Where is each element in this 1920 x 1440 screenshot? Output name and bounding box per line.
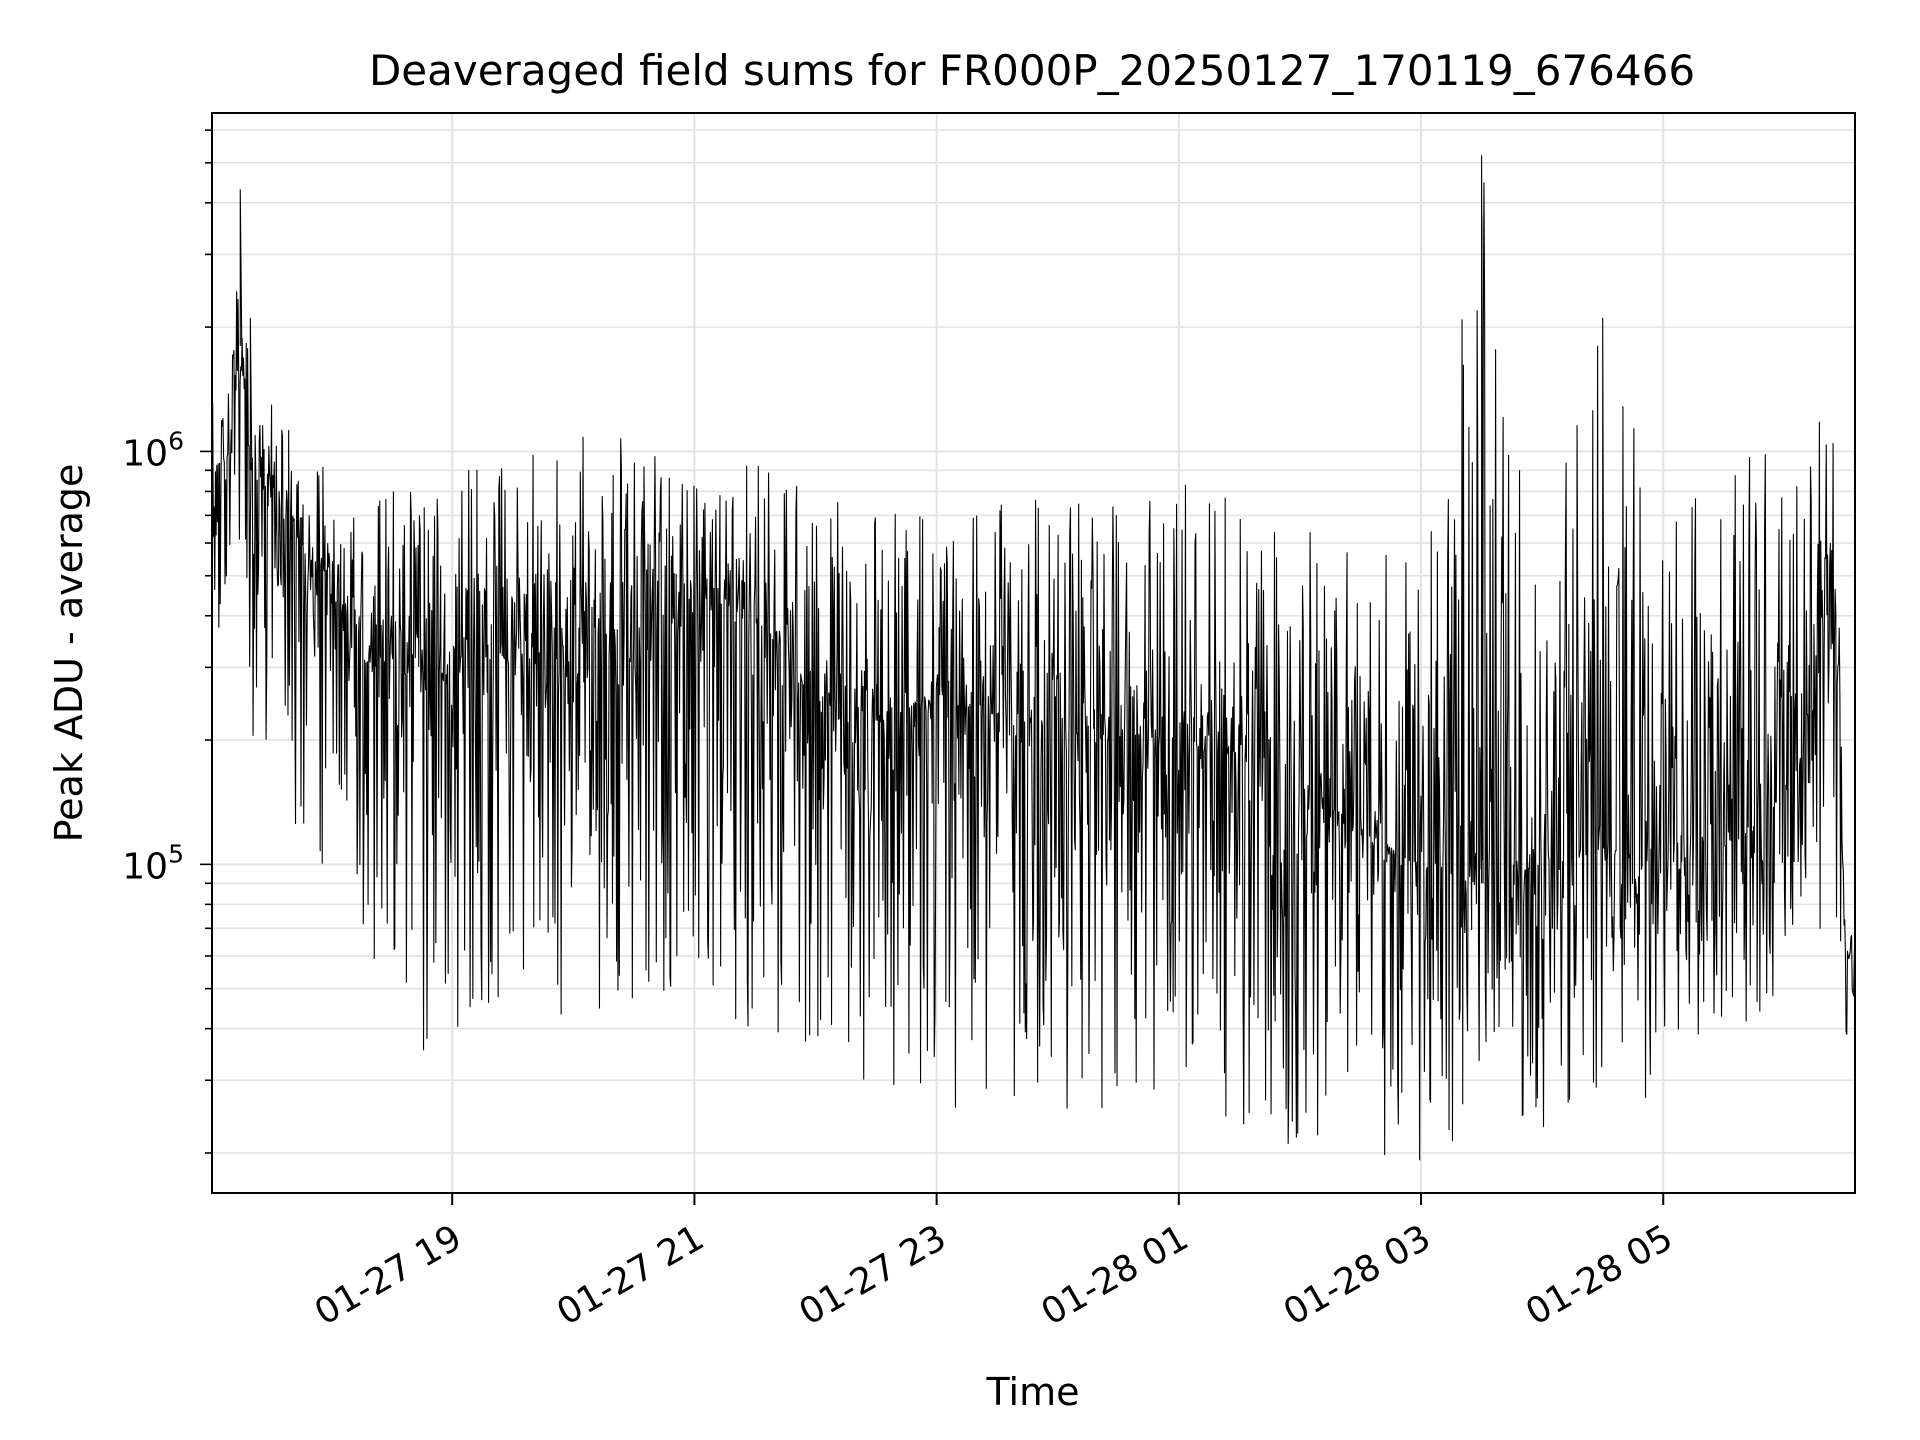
chart-title: Deaveraged field sums for FR000P_2025012…: [369, 46, 1695, 95]
y-tick-base: 10: [122, 846, 168, 887]
x-axis-label: Time: [986, 1370, 1080, 1414]
y-tick-label: 105: [122, 839, 184, 887]
minor-gridlines: [212, 129, 1855, 1154]
y-axis-label: Peak ADU - average: [47, 464, 91, 843]
y-tick-base: 10: [122, 433, 168, 474]
y-tick-label: 106: [122, 426, 184, 474]
y-tick-exponent: 6: [168, 426, 184, 455]
plot-area-frame: [211, 112, 1856, 1194]
series-line: [212, 155, 1855, 1161]
y-tick-exponent: 5: [168, 839, 184, 868]
